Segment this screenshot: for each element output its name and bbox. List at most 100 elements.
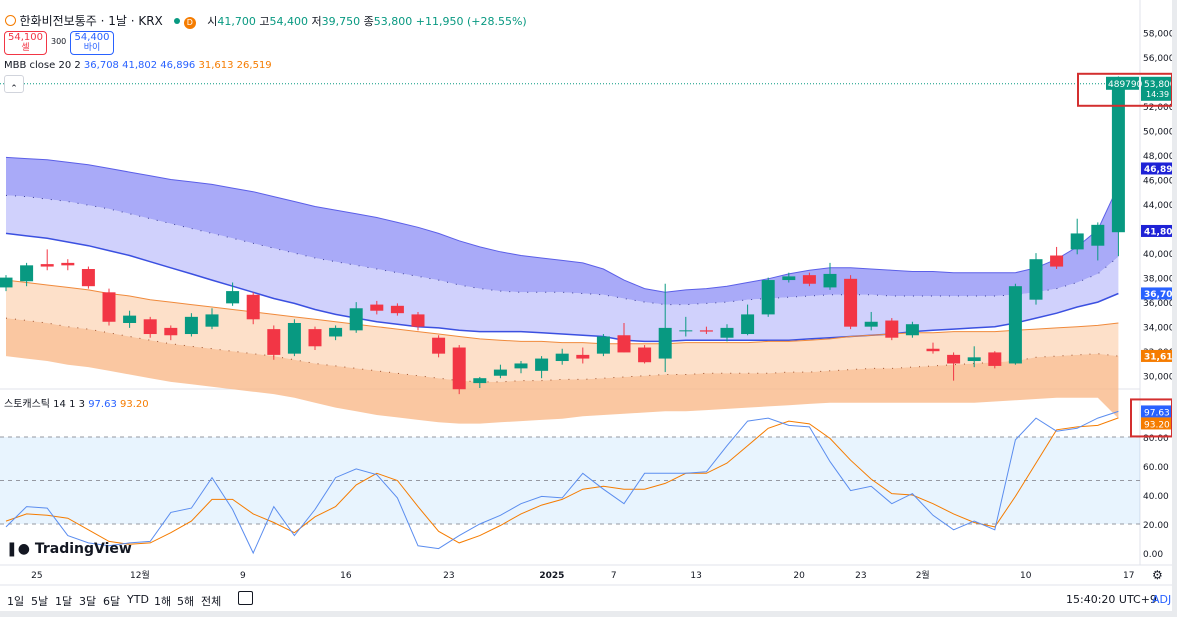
- candle-body: [638, 347, 652, 363]
- candle-body: [102, 292, 116, 322]
- candle-body: [81, 269, 95, 287]
- mbb-upper-line: [5, 156, 1119, 293]
- candle-body: [1029, 259, 1043, 300]
- candle-body: [967, 357, 981, 362]
- mbb-value-5: 26,519: [236, 60, 272, 71]
- candle-body: [390, 305, 404, 314]
- data-type-badge: D: [183, 17, 196, 29]
- stoch-d-line: [5, 417, 1119, 545]
- stoch-legend[interactable]: 스토캐스틱 14 1 3 97.63 93.20: [4, 395, 149, 410]
- timeframe-all[interactable]: 전체: [201, 595, 222, 608]
- candle-body: [143, 319, 157, 335]
- clock-time: 15:40:20 UTC+9: [1066, 593, 1157, 606]
- price-tick-label: 40,000: [1143, 250, 1172, 260]
- volume-box: [1106, 76, 1139, 90]
- candle-body: [432, 337, 446, 354]
- tradingview-logo: ❚● TradingView: [6, 541, 132, 557]
- candle-body: [988, 352, 1002, 366]
- candle-body: [905, 324, 919, 336]
- candle-body: [658, 327, 672, 359]
- settings-gear-icon[interactable]: ⚙: [1152, 568, 1163, 582]
- timeframe-5d[interactable]: 5날: [31, 595, 49, 608]
- open-value: 41,700: [217, 15, 256, 28]
- candle-body: [823, 273, 837, 288]
- candle-body: [205, 314, 219, 327]
- price-tick-label: 44,000: [1143, 201, 1172, 211]
- high-label: 고: [259, 15, 270, 28]
- candle-body: [720, 327, 734, 338]
- mbb-orange-lower-fill: [6, 318, 1119, 424]
- buy-price: 54,400: [74, 32, 110, 43]
- candle-body: [61, 262, 75, 266]
- buy-label: 바이: [83, 43, 101, 53]
- candle-body: [555, 353, 569, 362]
- candle-body: [699, 330, 713, 332]
- price-tick-label: 38,000: [1143, 275, 1172, 285]
- countdown-label: 14:39: [1146, 90, 1169, 99]
- candle-body: [411, 314, 425, 327]
- price-tick-label: 48,000: [1143, 152, 1172, 162]
- price-marker-box: [1141, 349, 1172, 362]
- stoch-d-marker-label: 93.20: [1144, 420, 1170, 430]
- candle-body: [287, 322, 301, 354]
- close-label: 종: [363, 15, 374, 28]
- timeframe-1m[interactable]: 1달: [55, 595, 73, 608]
- sell-label: 셀: [21, 43, 30, 53]
- candle-body: [1091, 224, 1105, 246]
- buy-button[interactable]: 54,400 바이: [70, 31, 114, 55]
- candle-body: [1070, 233, 1084, 250]
- timeframe-5y[interactable]: 5해: [177, 595, 195, 608]
- adj-toggle[interactable]: ADJ: [1152, 593, 1172, 606]
- time-tick-label: 10: [1020, 571, 1032, 581]
- stoch-k-marker-box: [1141, 405, 1171, 418]
- timeframe-ytd[interactable]: YTD: [127, 593, 149, 606]
- time-tick-label: 12월: [130, 569, 150, 581]
- candle-body: [617, 335, 631, 353]
- mbb-lower-line: [5, 232, 1119, 343]
- collapse-legend-button[interactable]: ⌃: [4, 75, 24, 94]
- badge-letter: D: [186, 18, 193, 27]
- time-tick-label: 9: [240, 571, 246, 581]
- price-marker-box: [1141, 162, 1172, 175]
- candle-body: [267, 329, 281, 355]
- highlight-price-box: [1077, 72, 1172, 107]
- candle-body: [473, 378, 487, 384]
- mbb-orange-upper-line: [5, 279, 1119, 345]
- time-tick-label: 2월: [916, 569, 930, 581]
- candle-body: [864, 321, 878, 327]
- candle-body: [947, 354, 961, 364]
- sell-button[interactable]: 54,100 셀: [4, 31, 47, 55]
- timeframe-1y[interactable]: 1해: [154, 595, 172, 608]
- candle-body: [452, 347, 466, 390]
- candle-body: [926, 348, 940, 352]
- timeframe-3m[interactable]: 3달: [79, 595, 97, 608]
- candle-body: [1050, 255, 1064, 267]
- candle-body: [184, 316, 198, 335]
- candle-body: [226, 291, 240, 304]
- mbb-value-2: 41,802: [122, 60, 158, 71]
- candle-body: [596, 336, 610, 354]
- timeframe-6m[interactable]: 6달: [103, 595, 121, 608]
- time-tick-label: 7: [611, 571, 617, 581]
- chevron-up-icon: ⌃: [10, 84, 18, 94]
- mbb-legend[interactable]: MBB close 20 2 36,708 41,802 46,896 31,6…: [4, 60, 272, 71]
- stoch-d-value: 93.20: [120, 399, 149, 410]
- time-tick-label: 23: [443, 571, 454, 581]
- symbol-title[interactable]: 한화비전보통주 · 1날 · KRX: [19, 14, 163, 28]
- candle-body: [164, 327, 178, 336]
- time-tick-label: 13: [690, 571, 701, 581]
- timeframe-1d[interactable]: 1일: [7, 595, 25, 608]
- candle-body: [514, 363, 528, 369]
- symbol-icon: [5, 15, 16, 26]
- candle-body: [679, 330, 693, 332]
- time-tick-label: 23: [855, 571, 866, 581]
- candle-body: [1111, 83, 1125, 233]
- date-range-icon[interactable]: [238, 591, 253, 605]
- stoch-label: 스토캐스틱 14 1 3: [4, 399, 85, 410]
- time-tick-label: 16: [340, 571, 352, 581]
- stoch-tick-label: 60.00: [1143, 463, 1169, 473]
- tv-brand-text: TradingView: [34, 541, 132, 557]
- price-tick-label: 36,000: [1143, 299, 1172, 309]
